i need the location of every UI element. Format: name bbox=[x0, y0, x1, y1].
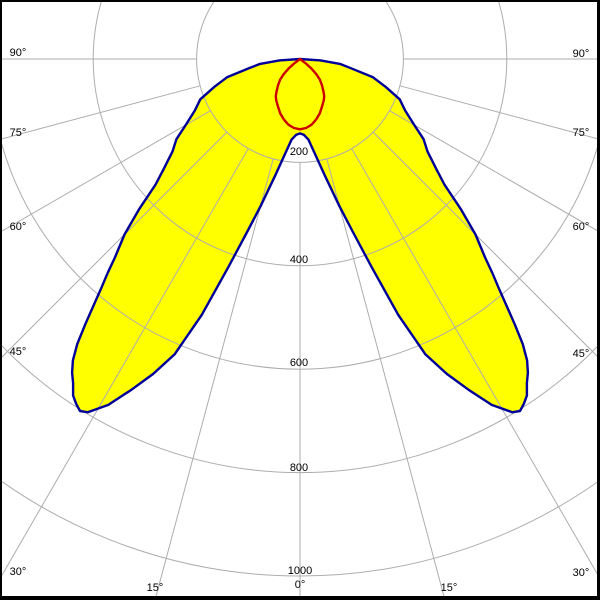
grid-radial-line bbox=[399, 85, 597, 140]
angle-label-right: 30° bbox=[573, 567, 590, 579]
radius-tick-label: 600 bbox=[290, 357, 308, 369]
radius-tick-label: 400 bbox=[290, 254, 308, 266]
angle-label-right: 60° bbox=[573, 221, 590, 233]
angle-label-left: 30° bbox=[10, 566, 27, 578]
grid-radial-line bbox=[326, 158, 445, 596]
angle-label-bottom: 15° bbox=[441, 582, 458, 594]
grid-radial-line bbox=[2, 148, 249, 577]
angle-label-bottom: 0° bbox=[295, 579, 306, 591]
angle-label-right: 45° bbox=[573, 348, 590, 360]
angle-label-left: 75° bbox=[10, 127, 27, 139]
batwing-curve bbox=[70, 57, 530, 414]
grid-radial-line bbox=[389, 110, 597, 232]
radius-tick-label: 800 bbox=[290, 462, 308, 474]
angle-label-left: 90° bbox=[10, 47, 27, 59]
distribution-fill bbox=[72, 59, 528, 413]
grid-radial-line bbox=[351, 148, 597, 575]
radius-tick-label: 1000 bbox=[288, 565, 312, 577]
grid-radial-line bbox=[2, 85, 201, 140]
border-right bbox=[597, 0, 600, 600]
grid-radial-line bbox=[155, 158, 274, 596]
grid-radial-line bbox=[372, 131, 597, 357]
border-bottom bbox=[0, 596, 600, 600]
angle-label-left: 45° bbox=[10, 346, 27, 358]
grid-radial-line bbox=[2, 110, 211, 232]
angle-label-bottom: 15° bbox=[147, 582, 164, 594]
narrow-curve bbox=[274, 57, 326, 131]
radius-tick-label: 200 bbox=[290, 146, 308, 158]
angle-label-right: 75° bbox=[573, 127, 590, 139]
angle-label-right: 90° bbox=[573, 48, 590, 60]
border-left bbox=[0, 0, 2, 600]
grid-radial-line bbox=[2, 131, 228, 358]
border-top bbox=[0, 0, 600, 2]
angle-label-left: 60° bbox=[10, 221, 27, 233]
